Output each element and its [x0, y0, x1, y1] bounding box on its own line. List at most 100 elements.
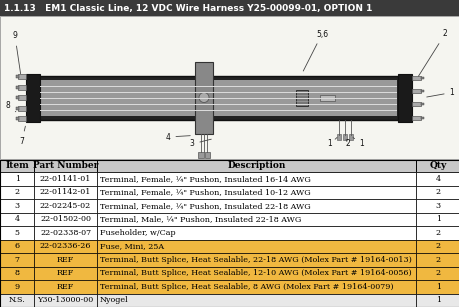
Text: 9: 9	[15, 283, 20, 291]
Bar	[415, 239, 459, 253]
Text: 6: 6	[15, 242, 20, 250]
Text: 3: 3	[189, 139, 211, 149]
Text: 1: 1	[426, 88, 453, 97]
Bar	[16, 86, 19, 88]
Text: 4: 4	[435, 175, 440, 183]
Bar	[415, 226, 459, 239]
Bar	[319, 95, 334, 100]
Bar	[197, 151, 203, 157]
Text: REF: REF	[57, 283, 74, 291]
Text: 8: 8	[15, 269, 20, 277]
Bar	[34, 253, 96, 266]
Bar	[295, 90, 308, 106]
Bar	[348, 134, 352, 139]
Text: 5: 5	[15, 229, 20, 237]
Bar	[0, 226, 34, 239]
Text: 7: 7	[20, 126, 25, 146]
Text: 2: 2	[418, 29, 447, 76]
Text: Terminal, Female, ¼" Pushon, Insulated 16-14 AWG: Terminal, Female, ¼" Pushon, Insulated 1…	[100, 175, 310, 183]
Bar	[415, 266, 459, 280]
Bar	[0, 266, 34, 280]
Text: 1: 1	[435, 296, 440, 304]
Text: 1: 1	[435, 215, 440, 223]
Text: 2: 2	[435, 229, 440, 237]
Bar	[96, 199, 415, 212]
Text: Fuseholder, w/Cap: Fuseholder, w/Cap	[100, 229, 175, 237]
Text: 22-02338-07: 22-02338-07	[40, 229, 91, 237]
Text: 1: 1	[327, 138, 336, 149]
Bar	[415, 199, 459, 212]
Text: 22-01142-01: 22-01142-01	[40, 188, 91, 196]
Bar	[415, 185, 459, 199]
Bar	[34, 160, 96, 172]
Text: 1.1.13   EM1 Classic Line, 12 VDC Wire Harness Y25-00099-01, OPTION 1: 1.1.13 EM1 Classic Line, 12 VDC Wire Har…	[4, 3, 372, 13]
Bar	[420, 90, 423, 92]
Text: 8: 8	[6, 101, 16, 112]
Text: 4: 4	[165, 133, 190, 142]
Bar	[96, 185, 415, 199]
Bar	[96, 212, 415, 226]
Bar	[18, 95, 26, 100]
Bar	[0, 212, 34, 226]
Bar	[0, 280, 34, 293]
Text: Nyogel: Nyogel	[100, 296, 128, 304]
Bar	[0, 160, 459, 307]
Bar	[415, 212, 459, 226]
Bar	[18, 84, 26, 90]
Bar	[34, 172, 96, 185]
Text: 2: 2	[15, 188, 20, 196]
Bar	[16, 75, 19, 78]
Text: Terminal, Female, ¼" Pushon, Insulated 22-18 AWG: Terminal, Female, ¼" Pushon, Insulated 2…	[100, 202, 310, 210]
Bar	[18, 74, 26, 79]
Bar	[96, 253, 415, 266]
Bar	[415, 172, 459, 185]
Text: 9: 9	[12, 32, 21, 74]
Bar	[38, 76, 397, 119]
Bar	[420, 116, 423, 119]
Text: Y30-13000-00: Y30-13000-00	[37, 296, 94, 304]
Text: Description: Description	[227, 161, 285, 170]
Text: REF: REF	[57, 269, 74, 277]
Bar	[34, 293, 96, 307]
Bar	[96, 160, 415, 172]
Bar	[420, 76, 423, 79]
Text: 2: 2	[345, 139, 350, 149]
Text: 22-01141-01: 22-01141-01	[40, 175, 91, 183]
Bar	[96, 293, 415, 307]
Bar	[0, 185, 34, 199]
Text: 2: 2	[435, 256, 440, 264]
Bar	[18, 106, 26, 111]
Bar	[397, 73, 411, 122]
Bar	[96, 280, 415, 293]
Bar	[411, 102, 420, 106]
Text: 22-02336-26: 22-02336-26	[40, 242, 91, 250]
Bar	[26, 73, 40, 122]
Circle shape	[199, 92, 208, 103]
Bar	[96, 266, 415, 280]
Bar	[420, 103, 423, 105]
Bar	[0, 199, 34, 212]
Text: Qty: Qty	[429, 161, 446, 170]
Bar	[0, 160, 34, 172]
Bar	[0, 160, 459, 172]
Bar	[0, 172, 34, 185]
Text: Terminal, Butt Splice, Heat Sealable, 8 AWG (Molex Part # 19164-0079): Terminal, Butt Splice, Heat Sealable, 8 …	[100, 283, 392, 291]
Bar	[0, 0, 459, 16]
Text: Item: Item	[6, 161, 29, 170]
Text: 4: 4	[15, 215, 20, 223]
Bar	[16, 96, 19, 99]
Bar	[34, 280, 96, 293]
Bar	[342, 134, 346, 139]
Bar	[411, 76, 420, 80]
Bar	[0, 293, 34, 307]
Bar	[195, 61, 213, 134]
Bar	[34, 266, 96, 280]
Text: 22-01502-00: 22-01502-00	[40, 215, 91, 223]
Bar	[96, 226, 415, 239]
Bar	[415, 253, 459, 266]
Text: 1: 1	[435, 283, 440, 291]
Text: 22-02245-02: 22-02245-02	[40, 202, 91, 210]
Bar	[34, 226, 96, 239]
Text: 5,6: 5,6	[302, 29, 327, 71]
Bar	[34, 239, 96, 253]
